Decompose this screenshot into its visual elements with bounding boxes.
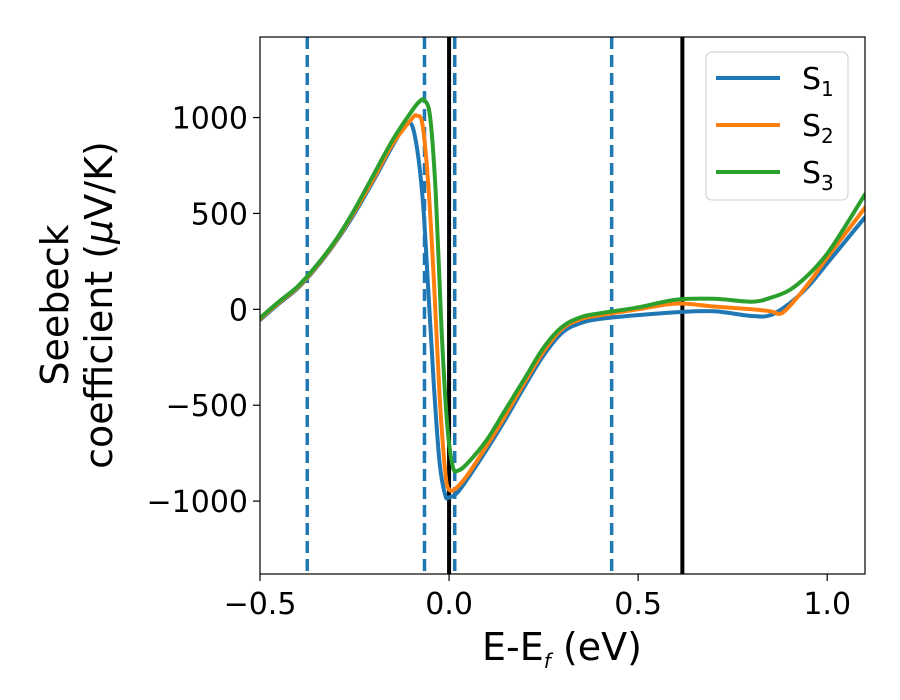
- x-axis-label: E-Ef (eV): [482, 625, 642, 673]
- y-tick-label: 0: [229, 293, 248, 328]
- legend-label-s1: S1: [802, 62, 834, 101]
- y-tick-label: −500: [166, 389, 248, 424]
- y-axis-label: Seebeck coefficient (μV/K): [33, 141, 121, 469]
- y-axis-label-line2: coefficient (μV/K): [77, 141, 121, 469]
- x-axis-ticks: −0.5 0.0 0.5 1.0: [224, 574, 851, 622]
- series-lines: [260, 97, 865, 501]
- vertical-lines: [305, 37, 685, 574]
- x-tick-label: 0.5: [614, 587, 662, 622]
- y-tick-label: −1000: [147, 485, 248, 520]
- legend-label-s3: S3: [802, 156, 834, 195]
- x-tick-label: 1.0: [803, 587, 851, 622]
- y-axis-ticks: −1000 −500 0 500 1000: [147, 102, 260, 520]
- legend: S1 S2 S3: [705, 51, 849, 201]
- y-axis-label-line1: Seebeck: [33, 224, 77, 385]
- x-tick-label: −0.5: [224, 587, 297, 622]
- series-line-s3: [260, 97, 865, 474]
- legend-label-s2: S2: [802, 109, 834, 148]
- plot-frame: [259, 36, 866, 575]
- y-tick-label: 500: [191, 197, 248, 232]
- y-tick-label: 1000: [172, 102, 248, 137]
- x-tick-label: 0.0: [425, 587, 473, 622]
